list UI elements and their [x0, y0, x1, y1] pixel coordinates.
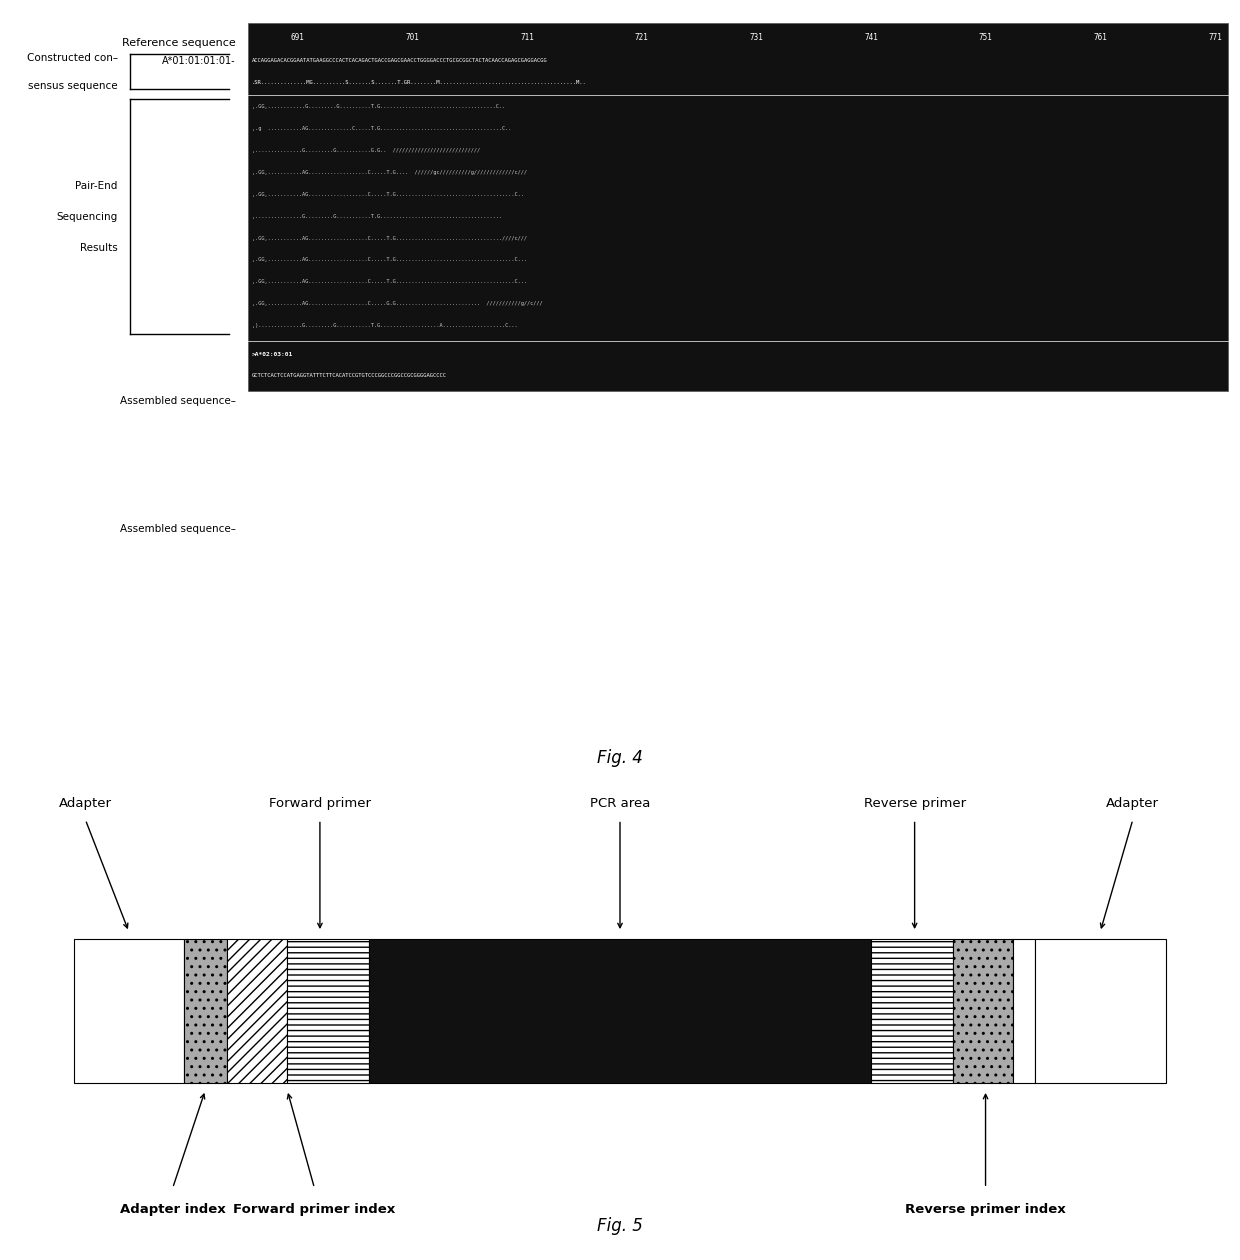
Bar — [227, 939, 288, 1082]
Text: Forward primer index: Forward primer index — [233, 1202, 396, 1216]
Text: ACGGGGAGACACGGAAAGTGAAGGCCCACTCACAGACTCACCGAGTGGACCTGGGGACCC: ACGGGGAGACACGGAAAGTGAAGGCCCACTCACAGACTCA… — [252, 438, 446, 444]
Text: ,.GG,...........AG...................C.....T.G..................................: ,.GG,...........AG...................C..… — [252, 257, 527, 262]
Text: >A*11:01:01: >A*11:01:01 — [252, 480, 293, 485]
Text: 701: 701 — [405, 33, 419, 42]
Bar — [288, 939, 370, 1082]
Text: Reverse primer index: Reverse primer index — [905, 1202, 1066, 1216]
Text: Pair-End: Pair-End — [76, 180, 118, 190]
Text: >A*02:03:01: >A*02:03:01 — [252, 352, 293, 357]
Text: ACCAGGAGACACGGAATGTGAAGGCCCAGTCACAGACTGACCGAGTGGACCTGGGGACCC: ACCAGGAGACACGGAATGTGAAGGCCCAGTCACAGACTGA… — [252, 567, 446, 572]
Text: ,...............G.........G...........T.G.......................................: ,...............G.........G...........T.… — [252, 214, 502, 219]
Text: Fig. 4: Fig. 4 — [598, 748, 642, 767]
Bar — [370, 939, 870, 1082]
Text: GCTCTCACTCCATGAGGTATTTCTTCACATCCGTGTCCCGGCCCGGCCGCGGGGAGCCCC: GCTCTCACTCCATGAGGTATTTCTTCACATCCGTGTCCCG… — [252, 373, 446, 378]
Text: CGAGCCAGAGGATGGAGCCGCGGGCGCCGTGGATAGAGCAGGAGGGTCCGGAGTATTGGG: CGAGCCAGAGGATGGAGCCGCGGGCGCCGTGGATAGAGCA… — [252, 417, 446, 422]
Text: TGCGCGGCTACTACAACCAGAGCGAGGCCG: TGCGCGGCTACTACAACCAGAGCGAGGCCG — [252, 461, 350, 466]
Bar — [184, 939, 227, 1082]
Text: Adapter: Adapter — [1106, 796, 1159, 810]
Text: 771: 771 — [1208, 33, 1223, 42]
Text: GCTTCATCGCAGTGGGCTACGTGGACGACACGCAGTTCGTGCGGTTCGACAGCGACGCCG: GCTTCATCGCAGTGGGCTACGTGGACGACACGCAGTTCGT… — [252, 396, 446, 401]
Text: ,.GG,...........AG...................C.....T.G..................................: ,.GG,...........AG...................C..… — [252, 280, 527, 285]
Text: ,.GG,............G.........G..........T.G.....................................C.: ,.GG,............G.........G..........T.… — [252, 105, 505, 110]
Text: ,...............G.........G...........G.G..  ////////////////////////////: ,...............G.........G...........G.… — [252, 149, 480, 154]
Text: Sequencing: Sequencing — [57, 212, 118, 222]
Text: .SR..............MG..........S.......S.......T.GR........M......................: .SR..............MG..........S.......S..… — [252, 81, 587, 86]
Text: Reverse primer: Reverse primer — [863, 796, 966, 810]
Text: Results: Results — [81, 243, 118, 253]
Text: ,)..............G.........G...........T.G...................A...................: ,)..............G.........G...........T.… — [252, 323, 517, 328]
Text: PCR area: PCR area — [590, 796, 650, 810]
Bar — [952, 939, 1013, 1082]
Text: ,.GG,...........AG...................C.....T.G....  //////gc//////////g/////////: ,.GG,...........AG...................C..… — [252, 170, 527, 175]
Text: GCTTCATCGCCGTGGGCTACGTGGACGACACGCAGTTCGTGCGGTTCGACAGCGACGCCG: GCTTCATCGCCGTGGGCTACGTGGACGACACGCAGTTCGT… — [252, 523, 446, 528]
Bar — [74, 939, 184, 1082]
Bar — [248, 24, 1228, 391]
Text: Adapter index: Adapter index — [120, 1202, 226, 1216]
Text: Assembled sequence–: Assembled sequence– — [119, 396, 236, 406]
Bar — [1013, 939, 1034, 1082]
Text: ,.GG,...........AG...................C.....T.G..................................: ,.GG,...........AG...................C..… — [252, 236, 527, 241]
Text: 761: 761 — [1094, 33, 1107, 42]
Text: 751: 751 — [978, 33, 993, 42]
Text: TGCGCGGCTACTACAACCAGAGCGAGGACG: TGCGCGGCTACTACAACCAGAGCGAGGACG — [252, 588, 350, 593]
Text: 741: 741 — [864, 33, 878, 42]
Text: Reference sequence: Reference sequence — [122, 38, 236, 48]
Text: A*01:01:01:01-: A*01:01:01:01- — [162, 55, 236, 66]
Text: sensus sequence: sensus sequence — [29, 81, 118, 91]
Text: ACCAGGAGACACGGAATATGAAGGCCCACTCACAGACTGACCGAGCGAACCTGGGGACCCTGCGCGGCTACTACAACCAG: ACCAGGAGACACGGAATATGAAGGCCCACTCACAGACTGA… — [252, 58, 548, 63]
Text: 711: 711 — [520, 33, 534, 42]
Text: GCTCCCACTCCATGAGGTATTTCTACACCTCCGTGTCCCGGCCCGGCCGCGGGGAGCCCC: GCTCCCACTCCATGAGGTATTTCTACACCTCCGTGTCCCG… — [252, 501, 446, 507]
Text: Forward primer: Forward primer — [269, 796, 371, 810]
Text: Fig. 5: Fig. 5 — [598, 1217, 642, 1236]
Text: Constructed con–: Constructed con– — [27, 53, 118, 63]
Text: 721: 721 — [635, 33, 649, 42]
Text: ,.g  ...........AG..............C.....T.G.......................................: ,.g ...........AG..............C.....T.G… — [252, 126, 511, 131]
Text: 691: 691 — [290, 33, 305, 42]
Text: Adapter: Adapter — [58, 796, 112, 810]
Text: ,.GG,...........AG...................C.....T.G..................................: ,.GG,...........AG...................C..… — [252, 192, 523, 197]
Bar — [1034, 939, 1166, 1082]
Bar — [250, 410, 1225, 466]
Text: CGAGCCAGAGGATGGAGCCGCGGGCGCCGTGGATAGAGCAGGAGGGGCCGGAGTATTGGG: CGAGCCAGAGGATGGAGCCGCGGGCGCCGTGGATAGAGCA… — [252, 546, 446, 551]
Text: ,.GG,...........AG...................C.....G.G...........................  /////: ,.GG,...........AG...................C..… — [252, 301, 542, 306]
Bar — [870, 939, 952, 1082]
Text: Assembled sequence–: Assembled sequence– — [119, 524, 236, 534]
Text: 731: 731 — [749, 33, 764, 42]
Bar — [250, 538, 1225, 593]
